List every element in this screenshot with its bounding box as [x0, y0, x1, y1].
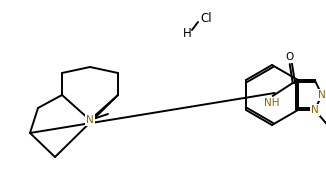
Text: N: N	[86, 115, 94, 125]
Text: N: N	[311, 105, 319, 115]
Text: O: O	[286, 52, 294, 62]
Text: NH: NH	[264, 98, 279, 108]
Text: H: H	[183, 27, 191, 39]
Text: N: N	[318, 90, 326, 100]
Text: N: N	[311, 105, 319, 115]
Text: N: N	[318, 90, 326, 100]
Text: N: N	[86, 115, 94, 125]
Text: Cl: Cl	[200, 11, 212, 24]
Text: O: O	[286, 52, 294, 62]
Text: NH: NH	[264, 98, 279, 108]
